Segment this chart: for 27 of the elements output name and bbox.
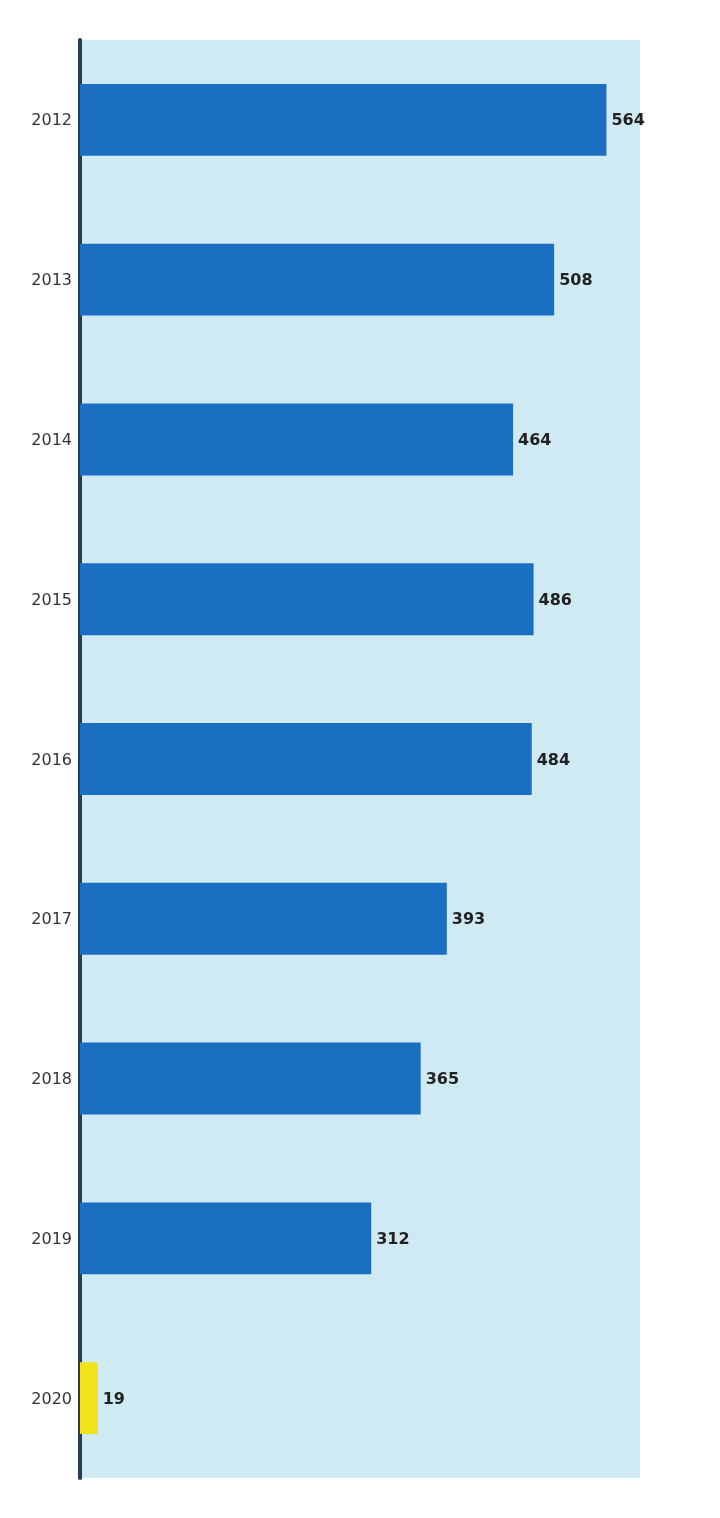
bar bbox=[80, 83, 607, 156]
bar bbox=[80, 1202, 372, 1275]
y-tick-label: 2016 bbox=[31, 749, 72, 769]
y-tick-label: 2020 bbox=[31, 1388, 72, 1408]
bar bbox=[80, 403, 514, 476]
y-tick-label: 2018 bbox=[31, 1069, 72, 1089]
bar bbox=[80, 723, 532, 795]
data-label: 365 bbox=[425, 1069, 460, 1089]
bar bbox=[80, 243, 555, 316]
bar bbox=[80, 882, 447, 955]
data-label: 464 bbox=[518, 429, 552, 449]
data-label: 564 bbox=[611, 110, 645, 130]
bar bbox=[80, 1362, 98, 1435]
data-label: 312 bbox=[376, 1228, 410, 1248]
data-label: 508 bbox=[559, 270, 593, 290]
y-tick-label: 2012 bbox=[31, 110, 72, 130]
data-label: 393 bbox=[451, 909, 486, 929]
y-tick-label: 2015 bbox=[31, 589, 72, 609]
y-tick-label: 2017 bbox=[31, 909, 72, 929]
bar bbox=[80, 563, 534, 636]
bar bbox=[80, 1042, 421, 1115]
data-label: 486 bbox=[538, 589, 573, 609]
y-tick-label: 2014 bbox=[31, 429, 72, 449]
data-label: 484 bbox=[536, 749, 571, 769]
data-label: 19 bbox=[102, 1388, 125, 1408]
y-tick-label: 2019 bbox=[31, 1228, 72, 1248]
y-tick-label: 2013 bbox=[31, 270, 72, 290]
